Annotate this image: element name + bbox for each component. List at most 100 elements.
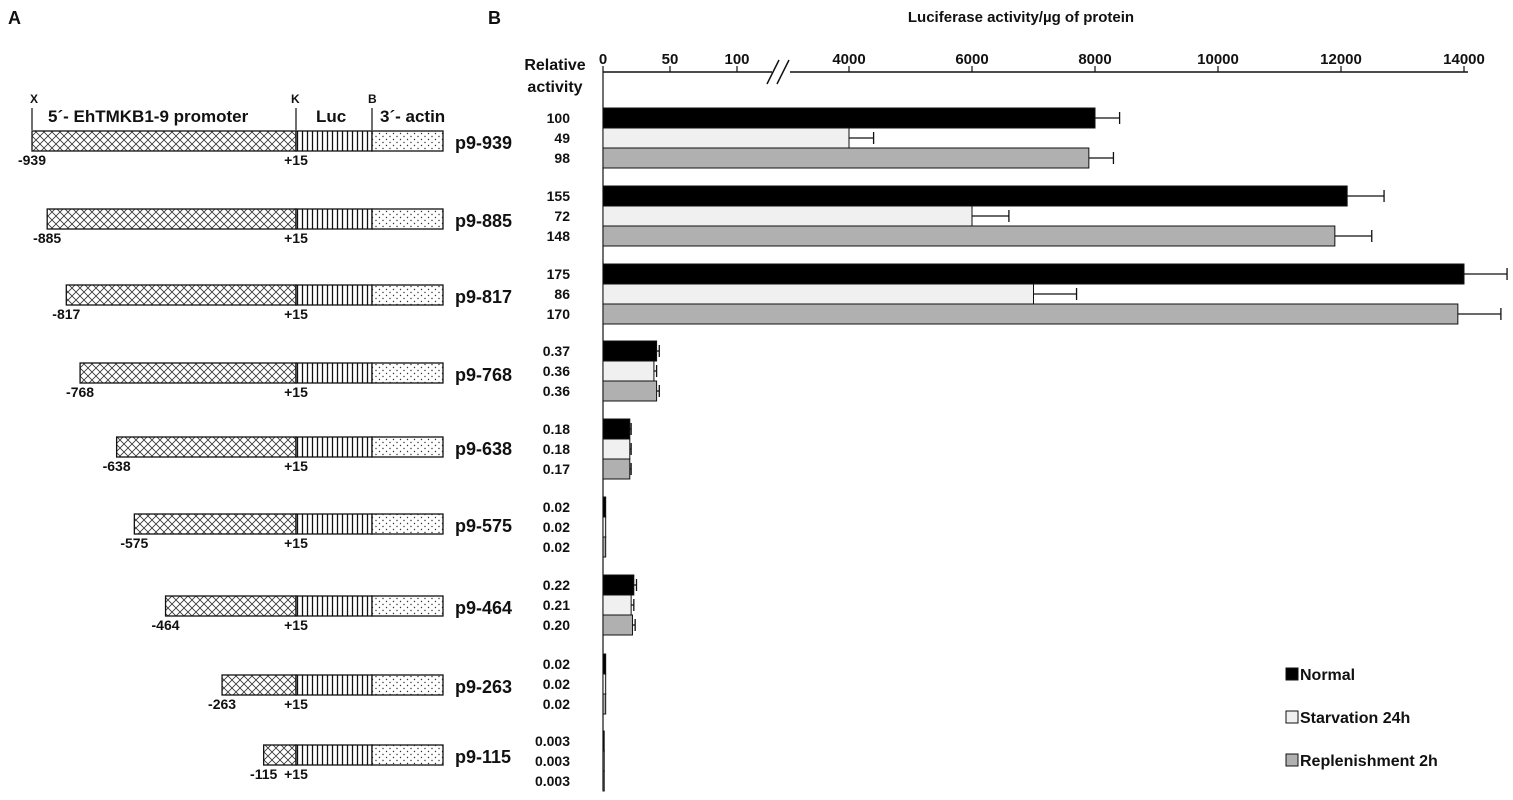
bar xyxy=(602,516,607,538)
luciferase-chart: Luciferase activity/µg of protein Relati… xyxy=(524,9,1508,792)
relative-activity-value: 0.02 xyxy=(543,696,570,712)
relative-activity-value: 98 xyxy=(554,150,570,166)
bar xyxy=(602,730,605,752)
actin-segment xyxy=(371,513,444,535)
relative-activity-value: 0.02 xyxy=(543,539,570,555)
actin-segment xyxy=(371,284,444,306)
bar-group-p9-768: 0.37 0.36 0.36 xyxy=(543,340,660,402)
start-position-label: -575 xyxy=(120,535,148,551)
luc-segment xyxy=(295,436,373,458)
promoter-header: 5´- EhTMKB1-9 promoter xyxy=(48,107,249,126)
tick-label: 8000 xyxy=(1078,51,1111,68)
tick-label: 4000 xyxy=(832,51,865,68)
bar xyxy=(602,418,631,440)
relative-activity-value: 155 xyxy=(547,188,571,204)
relative-activity-value: 0.003 xyxy=(535,773,570,789)
start-position-label: -263 xyxy=(208,696,236,712)
end-position-label: +15 xyxy=(284,230,308,246)
relative-activity-value: 0.36 xyxy=(543,383,570,399)
promoter-segment xyxy=(65,284,297,306)
bar xyxy=(602,574,635,596)
bar-group-p9-885: 155 72 148 xyxy=(547,185,1385,247)
construct-p9-768: -768 +15 p9-768 xyxy=(66,362,512,400)
end-position-label: +15 xyxy=(284,306,308,322)
bar-group-p9-638: 0.18 0.18 0.17 xyxy=(543,418,632,480)
bar xyxy=(602,185,1348,207)
tick-label: 6000 xyxy=(955,51,988,68)
relative-activity-value: 0.17 xyxy=(543,461,570,477)
construct-p9-115: -115 +15 p9-115 xyxy=(250,744,511,782)
luc-segment xyxy=(295,674,373,696)
luc-segment xyxy=(295,595,373,617)
promoter-segment xyxy=(164,595,297,617)
axis-break-mark xyxy=(766,59,780,85)
construct-p9-263: -263 +15 p9-263 xyxy=(208,674,512,712)
promoter-segment xyxy=(79,362,297,384)
bar xyxy=(602,127,850,149)
relative-activity-value: 0.02 xyxy=(543,499,570,515)
panel-label-b: B xyxy=(488,8,501,28)
bar xyxy=(602,496,607,518)
tick-label: 10000 xyxy=(1197,51,1239,68)
axis-break-mark xyxy=(776,59,790,85)
luc-segment xyxy=(295,208,373,230)
construct-p9-885: -885 +15 p9-885 xyxy=(33,208,512,246)
construct-name: p9-885 xyxy=(455,211,512,231)
bar xyxy=(602,380,658,402)
construct-name: p9-638 xyxy=(455,439,512,459)
relative-activity-value: 0.02 xyxy=(543,656,570,672)
site-label-x: X xyxy=(30,92,38,106)
bar-group-p9-575: 0.02 0.02 0.02 xyxy=(543,496,607,558)
actin-segment xyxy=(371,436,444,458)
start-position-label: -885 xyxy=(33,230,61,246)
bar xyxy=(602,303,1459,325)
start-position-label: -939 xyxy=(18,152,46,168)
relative-activity-value: 0.36 xyxy=(543,363,570,379)
bar xyxy=(602,147,1090,169)
promoter-segment xyxy=(221,674,297,696)
bar xyxy=(602,360,655,382)
construct-name: p9-115 xyxy=(455,747,511,767)
luc-segment xyxy=(295,284,373,306)
bar-group-p9-817: 175 86 170 xyxy=(547,263,1508,325)
construct-p9-638: -638 +15 p9-638 xyxy=(103,436,512,474)
luc-segment xyxy=(295,362,373,384)
start-position-label: -817 xyxy=(52,306,80,322)
legend-label: Starvation 24h xyxy=(1300,710,1410,727)
start-position-label: -768 xyxy=(66,384,94,400)
construct-name: p9-768 xyxy=(455,365,512,385)
relative-activity-value: 170 xyxy=(547,306,571,322)
bar xyxy=(602,750,605,772)
actin-segment xyxy=(371,595,444,617)
bar xyxy=(602,263,1465,285)
relative-activity-value: 148 xyxy=(547,228,571,244)
relative-activity-value: 175 xyxy=(547,266,571,282)
relative-activity-value: 100 xyxy=(547,110,571,126)
bar xyxy=(602,614,633,636)
relative-activity-label-line2: activity xyxy=(527,79,582,96)
bar-group-p9-115: 0.003 0.003 0.003 xyxy=(535,730,605,792)
luc-segment xyxy=(295,744,373,766)
legend-label: Replenishment 2h xyxy=(1300,753,1438,770)
end-position-label: +15 xyxy=(284,535,308,551)
tick-label: 0 xyxy=(599,51,607,68)
legend-swatch xyxy=(1285,753,1299,767)
start-position-label: -115 xyxy=(250,766,277,782)
end-position-label: +15 xyxy=(284,384,308,400)
actin-segment xyxy=(371,208,444,230)
bar xyxy=(602,653,607,675)
tick-label: 12000 xyxy=(1320,51,1362,68)
promoter-segment xyxy=(115,436,297,458)
relative-activity-value: 0.37 xyxy=(543,343,570,359)
bar-group-p9-939: 100 49 98 xyxy=(547,107,1121,169)
relative-activity-value: 0.20 xyxy=(543,617,570,633)
bar xyxy=(602,536,607,558)
bar xyxy=(602,770,605,792)
luc-segment xyxy=(295,130,373,152)
bar xyxy=(602,693,607,715)
luc-segment xyxy=(295,513,373,535)
start-position-label: -464 xyxy=(152,617,180,633)
actin-segment xyxy=(371,362,444,384)
construct-p9-464: -464 +15 p9-464 xyxy=(152,595,512,633)
